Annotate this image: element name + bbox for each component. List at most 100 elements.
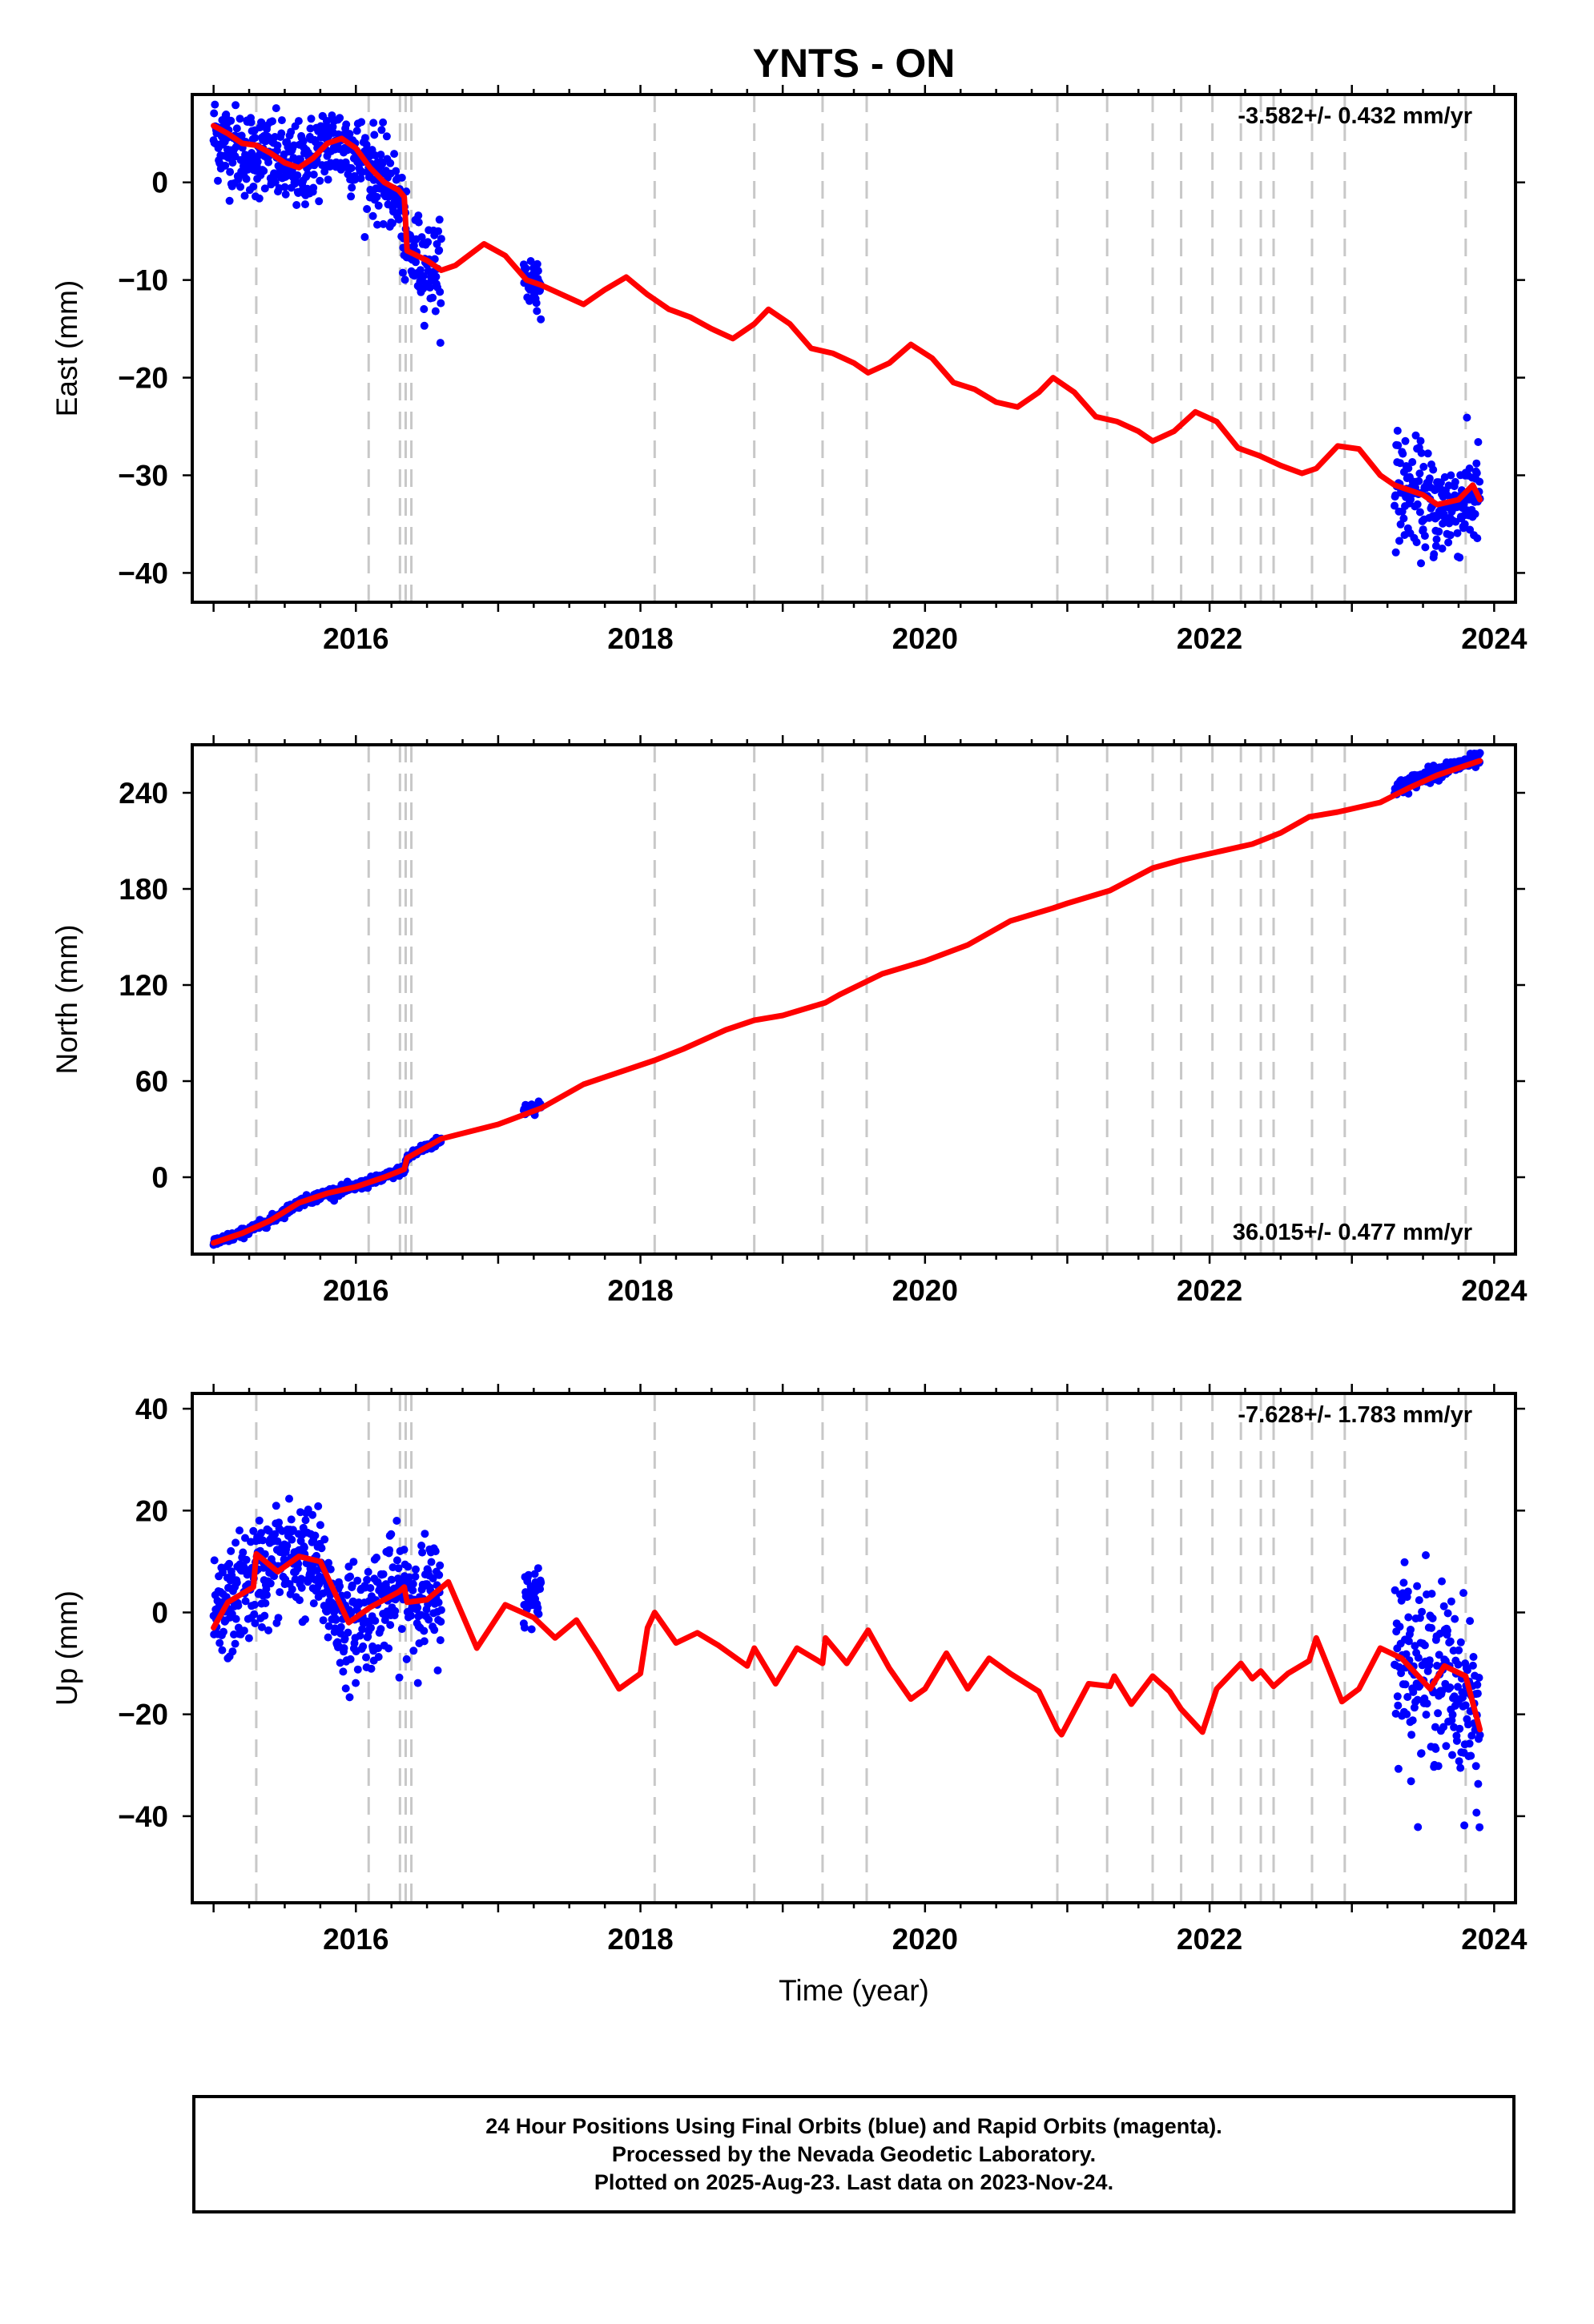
data-point (1473, 534, 1482, 543)
data-point (345, 130, 354, 139)
data-point (1451, 1614, 1459, 1623)
data-point (413, 1679, 422, 1687)
data-point (324, 1633, 332, 1642)
data-point (311, 1531, 320, 1540)
data-point (227, 116, 235, 125)
data-point (536, 1585, 545, 1594)
model-line (211, 123, 1483, 508)
data-point (1443, 1626, 1451, 1635)
y-tick-label: −30 (118, 460, 168, 493)
data-point (436, 287, 445, 296)
data-point (1399, 1578, 1408, 1587)
data-point (420, 321, 429, 330)
data-point (315, 197, 324, 206)
data-point (288, 1526, 297, 1534)
data-point (387, 1575, 396, 1584)
data-point (374, 201, 383, 210)
data-point (235, 115, 244, 123)
data-point (251, 1619, 260, 1627)
data-point (235, 1526, 244, 1535)
data-point (320, 1535, 329, 1544)
data-point (272, 104, 280, 113)
data-point (211, 100, 219, 109)
data-point (351, 175, 359, 184)
data-point (268, 117, 276, 126)
data-point (434, 1598, 443, 1606)
data-point (358, 167, 367, 176)
data-point (434, 227, 443, 235)
data-point (436, 339, 445, 348)
data-point (308, 1510, 317, 1519)
data-point (1413, 500, 1422, 509)
data-point (348, 1581, 356, 1590)
data-point (367, 1664, 376, 1673)
data-point (437, 235, 445, 243)
data-point (1431, 541, 1440, 550)
data-point (435, 246, 444, 255)
data-point (215, 1638, 224, 1647)
data-point (251, 134, 260, 143)
data-point (288, 1535, 296, 1544)
data-point (347, 192, 356, 201)
data-point (261, 1599, 270, 1607)
data-point (1417, 448, 1426, 457)
data-point (1401, 436, 1410, 445)
footer-line-1: 24 Hour Positions Using Final Orbits (bl… (485, 2113, 1222, 2138)
model-line (211, 758, 1483, 1246)
data-point (221, 161, 230, 170)
data-point (1459, 1589, 1467, 1598)
data-point (264, 158, 273, 167)
data-point (287, 127, 296, 136)
data-point (424, 238, 433, 247)
data-point (312, 1566, 321, 1575)
data-point (277, 129, 286, 138)
data-point (413, 1603, 422, 1612)
data-point (1420, 532, 1429, 541)
data-point (1399, 514, 1408, 523)
data-point (314, 1502, 323, 1510)
y-tick-label: −10 (118, 264, 168, 297)
data-point (343, 1590, 352, 1599)
data-point (347, 164, 356, 172)
data-point (1404, 1613, 1413, 1622)
data-point (249, 1526, 258, 1535)
data-point (294, 1559, 303, 1568)
data-point (1455, 553, 1464, 562)
x-tick-label: 2018 (607, 622, 673, 655)
data-point (292, 201, 301, 209)
data-point (225, 1559, 234, 1568)
data-point (342, 120, 351, 129)
data-point (262, 1585, 271, 1594)
data-point (249, 183, 258, 191)
data-point (1415, 1614, 1424, 1622)
data-point (1413, 1582, 1422, 1590)
data-point (1434, 1762, 1443, 1771)
data-point (1475, 1823, 1484, 1831)
data-point (1412, 538, 1421, 547)
data-point (1454, 1660, 1463, 1669)
data-point (1408, 1716, 1417, 1725)
data-point (326, 1565, 335, 1574)
data-point (324, 175, 332, 184)
data-point (1472, 1808, 1481, 1817)
data-point (1423, 449, 1432, 458)
data-point (271, 178, 280, 187)
data-point (307, 115, 316, 123)
data-point (1394, 441, 1403, 450)
data-point (409, 241, 418, 250)
data-point (1391, 501, 1399, 510)
data-point (1434, 1709, 1443, 1718)
data-point (273, 141, 282, 150)
data-point (250, 1600, 259, 1609)
data-point (363, 1575, 372, 1584)
data-point (1403, 1693, 1412, 1701)
data-point (533, 1603, 542, 1612)
data-point (1400, 1558, 1409, 1566)
data-point (1407, 1731, 1416, 1739)
y-tick-label: 60 (135, 1065, 168, 1098)
data-point (1465, 464, 1474, 472)
data-point (384, 1644, 393, 1653)
x-tick-label: 2022 (1177, 1923, 1242, 1956)
data-point (391, 1606, 400, 1615)
data-point (219, 1568, 227, 1577)
